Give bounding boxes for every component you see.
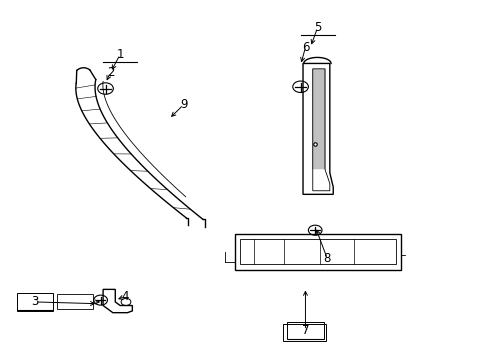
Bar (286, 322, 323, 339)
Text: 6: 6 (301, 41, 308, 54)
Text: 7: 7 (301, 324, 308, 337)
Bar (17, 293, 53, 311)
Text: 9: 9 (180, 98, 187, 111)
Text: 8: 8 (323, 252, 330, 265)
Text: 4: 4 (121, 290, 128, 303)
Text: 5: 5 (313, 21, 321, 34)
Bar (282, 324, 326, 341)
Text: 3: 3 (31, 296, 39, 309)
Bar (57, 294, 93, 309)
Text: 1: 1 (116, 48, 123, 61)
Text: 2: 2 (106, 66, 114, 79)
Bar (239, 239, 395, 264)
